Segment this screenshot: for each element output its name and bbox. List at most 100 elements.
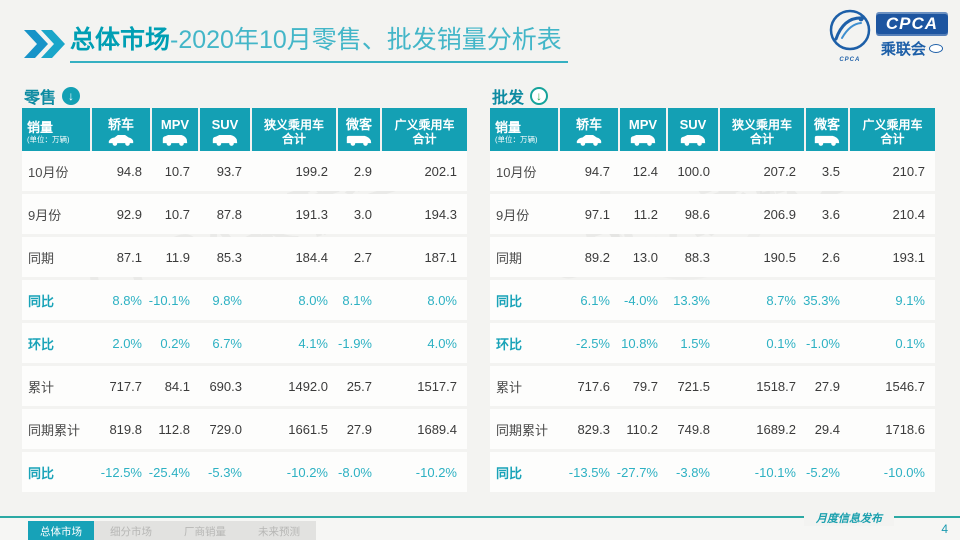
column-header-broad-total: 广义乘用车 合计 — [382, 108, 467, 156]
table-cell: 190.5 — [720, 237, 806, 277]
table-cell: 1492.0 — [252, 366, 338, 406]
row-label: 10月份 — [22, 151, 92, 191]
row-label: 累计 — [22, 366, 92, 406]
column-header-broad-total: 广义乘用车 合计 — [850, 108, 935, 156]
cpca-logo: CPCA CPCA 乘联会 — [828, 8, 948, 63]
table-cell: 3.6 — [806, 194, 850, 234]
table-cell: 8.0% — [382, 280, 467, 320]
tab-forecast[interactable]: 未来预测 — [258, 526, 300, 538]
table-cell: 184.4 — [252, 237, 338, 277]
table-cell: 207.2 — [720, 151, 806, 191]
table-cell: 27.9 — [338, 409, 382, 449]
table-cell: 100.0 — [668, 151, 720, 191]
row-label: 同期累计 — [490, 409, 560, 449]
table-cell: 0.1% — [720, 323, 806, 363]
table-cell: 79.7 — [620, 366, 668, 406]
table-cell: -10.1% — [720, 452, 806, 492]
down-arrow-circle-icon: ↓ — [530, 87, 549, 105]
table-cell: 13.3% — [668, 280, 720, 320]
table-cell: 6.1% — [560, 280, 620, 320]
publication-label: 月度信息发布 — [804, 510, 894, 526]
table-cell: 749.8 — [668, 409, 720, 449]
table-cell: -10.2% — [252, 452, 338, 492]
page-title: 总体市场-2020年10月零售、批发销量分析表 — [70, 24, 568, 63]
table-cell: -10.0% — [850, 452, 935, 492]
table-cell: 729.0 — [200, 409, 252, 449]
row-label: 环比 — [22, 323, 92, 363]
table-cell: 199.2 — [252, 151, 338, 191]
column-header-suv: SUV — [200, 108, 252, 156]
table-cell: 84.1 — [152, 366, 200, 406]
table-cell: 112.8 — [152, 409, 200, 449]
wholesale-table: 销量 (单位：万辆) 轿车 MPV SUV 狭义乘用车 合计 微客 广义乘用车 合计 10月份 94.… — [490, 108, 935, 492]
table-cell: 1661.5 — [252, 409, 338, 449]
wholesale-section-label: 批发 ↓ — [492, 84, 549, 108]
table-cell: 194.3 — [382, 194, 467, 234]
table-cell: -3.8% — [668, 452, 720, 492]
table-cell: 2.9 — [338, 151, 382, 191]
table-cell: 1689.4 — [382, 409, 467, 449]
column-header-mpv: MPV — [620, 108, 668, 156]
row-label: 同比 — [22, 280, 92, 320]
cpca-cn-name: 乘联会 — [880, 41, 926, 58]
table-cell: -12.5% — [92, 452, 152, 492]
table-cell: -8.0% — [338, 452, 382, 492]
table-cell: 0.2% — [152, 323, 200, 363]
footer-bar: 总体市场 细分市场 厂商销量 未来预测 月度信息发布 4 — [0, 510, 960, 540]
column-header-narrow-total: 狭义乘用车 合计 — [252, 108, 338, 156]
table-cell: 94.8 — [92, 151, 152, 191]
table-cell: -4.0% — [620, 280, 668, 320]
table-cell: -27.7% — [617, 452, 668, 492]
row-label: 环比 — [490, 323, 560, 363]
table-cell: 2.6 — [806, 237, 850, 277]
microvan-car-icon — [346, 135, 372, 146]
mpv-car-icon — [630, 135, 656, 146]
table-cell: -5.3% — [200, 452, 252, 492]
column-header-sedan: 轿车 — [560, 108, 620, 156]
tab-overall-market[interactable]: 总体市场 — [28, 521, 94, 540]
tab-segment-market[interactable]: 细分市场 — [110, 526, 152, 538]
table-cell: 0.1% — [850, 323, 935, 363]
row-label: 同期 — [490, 237, 560, 277]
title-rest-part: -2020年10月零售、批发销量分析表 — [170, 26, 562, 54]
column-header-narrow-total: 狭义乘用车 合计 — [720, 108, 806, 156]
down-arrow-circle-icon: ↓ — [62, 87, 81, 105]
cpca-swoosh-icon — [829, 9, 871, 51]
row-label: 同比 — [22, 452, 92, 492]
title-bold-part: 总体市场 — [70, 26, 171, 54]
table-cell: 187.1 — [382, 237, 467, 277]
row-label: 10月份 — [490, 151, 560, 191]
cpca-acronym: CPCA — [875, 12, 948, 36]
table-cell: 1.5% — [668, 323, 720, 363]
table-cell: 12.4 — [620, 151, 668, 191]
row-label: 同期累计 — [22, 409, 92, 449]
table-cell: 10.7 — [152, 194, 200, 234]
table-cell: 10.8% — [620, 323, 668, 363]
retail-section-label: 零售 ↓ — [24, 84, 81, 108]
tab-oem-sales[interactable]: 厂商销量 — [184, 526, 226, 538]
table-cell: 11.2 — [620, 194, 668, 234]
table-cell: 9.8% — [200, 280, 252, 320]
cpca-oval-icon — [928, 44, 943, 53]
table-cell: -5.2% — [806, 452, 850, 492]
table-cell: 6.7% — [200, 323, 252, 363]
table-cell: 35.3% — [803, 280, 850, 320]
table-cell: 193.1 — [850, 237, 935, 277]
table-cell: 4.1% — [252, 323, 338, 363]
table-cell: 97.1 — [560, 194, 620, 234]
table-cell: 4.0% — [382, 323, 467, 363]
table-cell: 829.3 — [560, 409, 620, 449]
table-cell: 87.8 — [200, 194, 252, 234]
table-cell: 3.5 — [806, 151, 850, 191]
table-cell: 110.2 — [620, 409, 668, 449]
column-header-suv: SUV — [668, 108, 720, 156]
table-cell: 92.9 — [92, 194, 152, 234]
column-header-sedan: 轿车 — [92, 108, 152, 156]
table-cell: 2.7 — [338, 237, 382, 277]
table-cell: 89.2 — [560, 237, 620, 277]
table-cell: -10.2% — [382, 452, 467, 492]
double-chevron-icon — [24, 30, 65, 58]
table-cell: 11.9 — [152, 237, 200, 277]
row-label: 同期 — [22, 237, 92, 277]
